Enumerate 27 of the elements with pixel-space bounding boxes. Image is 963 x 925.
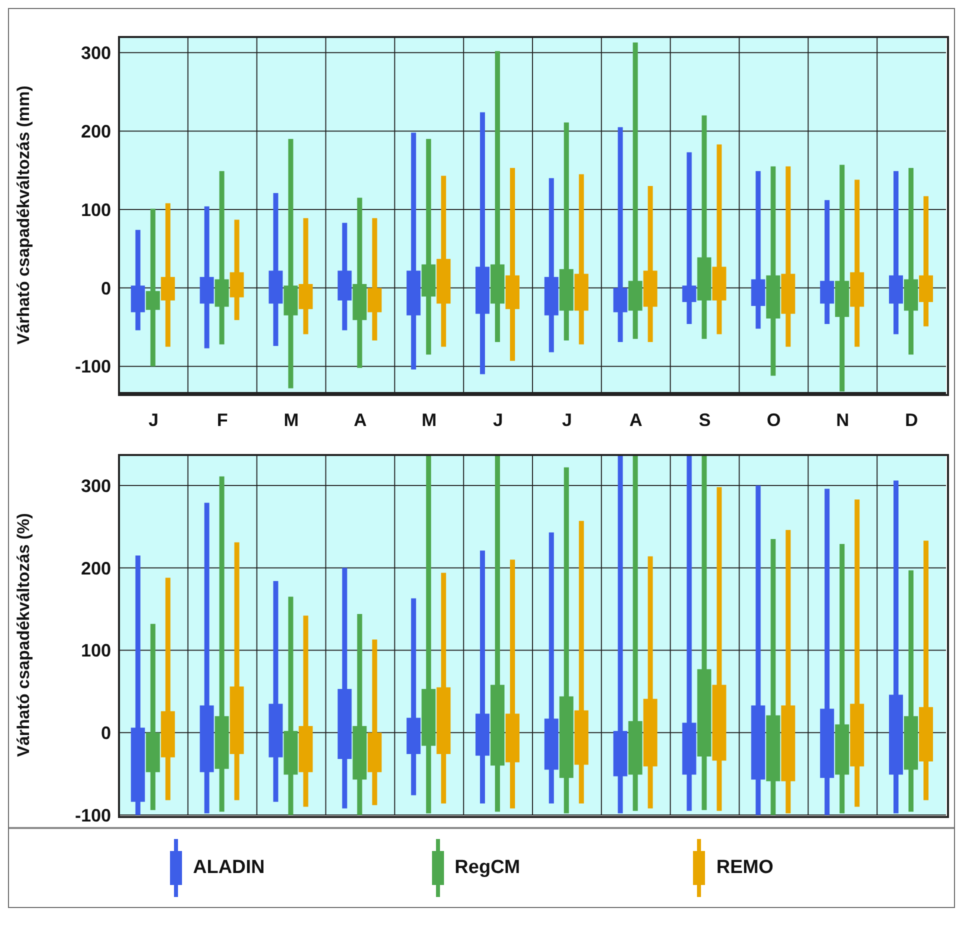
y-axis-title: Várható csapadékváltozás (mm) [14, 86, 34, 344]
y-tick-label: -100 [74, 356, 111, 377]
x-tick-label: J [148, 410, 158, 430]
y-tick-label: 200 [80, 121, 111, 142]
y-axis-title: Várható csapadékváltozás (%) [14, 513, 34, 757]
y-tick-label: 0 [100, 723, 111, 744]
x-tick-label: S [698, 410, 711, 430]
y-tick-label: 100 [80, 200, 111, 220]
x-tick-label: N [836, 410, 850, 430]
y-tick-label: 0 [100, 278, 111, 298]
x-tick-label: M [284, 410, 299, 430]
x-tick-label: O [766, 410, 781, 430]
x-tick-label: A [629, 410, 642, 430]
x-tick-label: M [422, 410, 437, 430]
y-tick-label: 200 [80, 558, 111, 578]
y-tick-label: -100 [74, 805, 111, 826]
x-tick-label: D [905, 410, 918, 430]
x-tick-label: J [493, 410, 504, 430]
legend-label: REMO [716, 857, 774, 879]
x-tick-label: A [354, 410, 367, 430]
legend-label: ALADIN [193, 857, 265, 879]
x-tick-label: F [216, 410, 228, 430]
y-tick-label: 300 [80, 43, 111, 64]
y-tick-label: 300 [80, 476, 111, 496]
legend-label: RegCM [454, 857, 520, 879]
y-tick-label: 100 [80, 640, 111, 661]
x-tick-label: J [562, 410, 572, 430]
